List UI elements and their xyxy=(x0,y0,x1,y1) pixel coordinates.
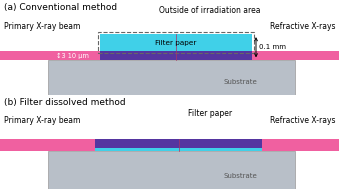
Text: Primary X-ray beam: Primary X-ray beam xyxy=(4,116,80,125)
Text: Substrate: Substrate xyxy=(224,173,258,179)
Bar xyxy=(100,51,252,60)
Text: Refractive X-rays: Refractive X-rays xyxy=(270,116,335,125)
Bar xyxy=(258,139,339,151)
Bar xyxy=(250,51,339,60)
Text: (a) Conventional method: (a) Conventional method xyxy=(4,3,117,12)
Text: Primary X-ray beam: Primary X-ray beam xyxy=(4,22,80,31)
Bar xyxy=(0,51,140,60)
Text: Refractive X-rays: Refractive X-rays xyxy=(270,22,335,31)
Bar xyxy=(48,151,295,189)
Bar xyxy=(95,139,262,148)
Text: Substrate: Substrate xyxy=(224,78,258,84)
Text: Outside of irradiation area: Outside of irradiation area xyxy=(159,6,261,15)
Bar xyxy=(0,139,100,151)
Text: (b) Filter dissolved method: (b) Filter dissolved method xyxy=(4,98,126,107)
Text: 0.1 mm: 0.1 mm xyxy=(259,44,286,50)
Bar xyxy=(48,60,295,94)
Text: ↕3 10 μm: ↕3 10 μm xyxy=(56,53,88,59)
Bar xyxy=(98,32,254,53)
Bar xyxy=(100,34,252,51)
Text: Filter paper: Filter paper xyxy=(155,40,197,46)
Text: Filter paper: Filter paper xyxy=(188,109,232,118)
Bar xyxy=(95,148,262,151)
